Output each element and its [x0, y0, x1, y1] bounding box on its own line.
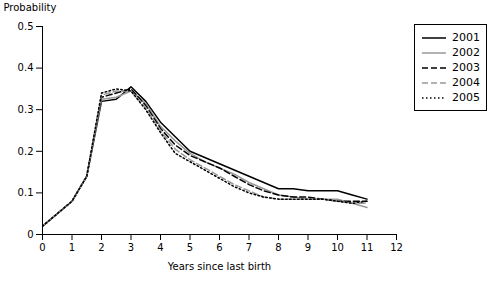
- html-text:2002: 2002: [452, 46, 480, 59]
- svg-text:0.3: 0.3: [18, 104, 34, 115]
- svg-text:1: 1: [69, 242, 75, 253]
- svg-text:0.1: 0.1: [18, 187, 34, 198]
- svg-text:9: 9: [305, 242, 311, 253]
- svg-text:0.5: 0.5: [18, 21, 34, 32]
- svg-text:10: 10: [331, 242, 344, 253]
- svg-text:0: 0: [39, 242, 45, 253]
- svg-text:3: 3: [128, 242, 134, 253]
- svg-text:Probability: Probability: [4, 2, 57, 13]
- svg-text:6: 6: [216, 242, 222, 253]
- svg-text:12: 12: [390, 242, 403, 253]
- svg-text:2: 2: [98, 242, 104, 253]
- svg-text:7: 7: [246, 242, 252, 253]
- svg-text:11: 11: [361, 242, 374, 253]
- html-text:2005: 2005: [452, 91, 480, 104]
- svg-text:4: 4: [157, 242, 163, 253]
- svg-text:8: 8: [275, 242, 281, 253]
- svg-text:5: 5: [187, 242, 193, 253]
- svg-text:0: 0: [27, 229, 33, 240]
- html-text:2003: 2003: [452, 61, 480, 74]
- html-text:2001: 2001: [452, 31, 480, 44]
- svg-text:Years since last birth: Years since last birth: [167, 261, 271, 272]
- svg-text:0.2: 0.2: [18, 146, 34, 157]
- svg-text:0.4: 0.4: [18, 62, 34, 73]
- html-text:2004: 2004: [452, 76, 480, 89]
